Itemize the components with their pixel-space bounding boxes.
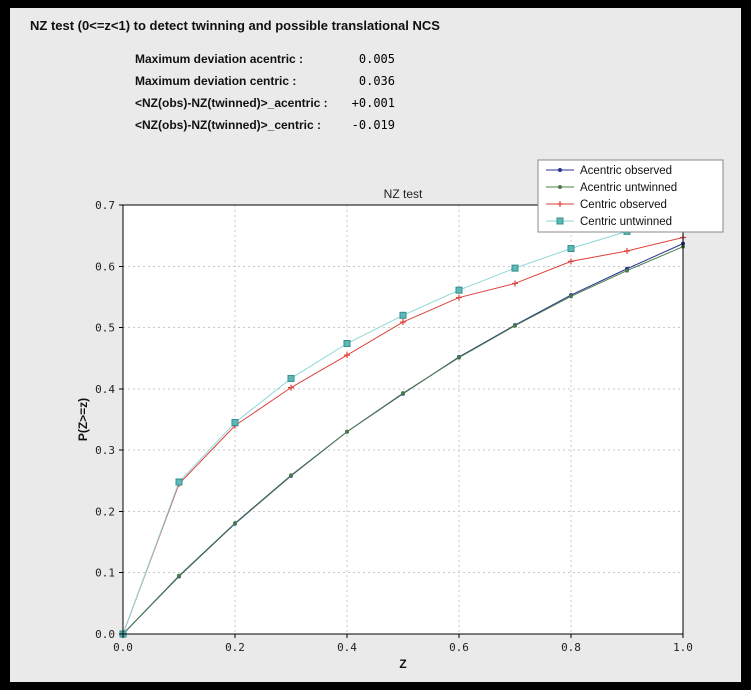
x-tick-label: 0.0 (113, 641, 133, 654)
stat-value: +0.001 (351, 96, 395, 110)
x-tick-label: 0.4 (337, 641, 357, 654)
chart-title: NZ test (384, 187, 423, 201)
legend-label: Centric untwinned (580, 216, 672, 228)
stat-label: Maximum deviation acentric : (135, 52, 304, 66)
y-tick-label: 0.7 (95, 199, 115, 212)
y-tick-label: 0.5 (95, 322, 115, 335)
stat-value: 0.005 (358, 52, 395, 66)
stat-label: <NZ(obs)-NZ(twinned)>_acentric : (135, 96, 328, 110)
legend-label: Acentric observed (580, 165, 672, 177)
legend-entry: Acentric observed (546, 165, 672, 177)
legend-label: Acentric untwinned (580, 182, 677, 194)
plot-area (123, 205, 683, 634)
stats-block: Maximum deviation acentric : 0.005 Maxim… (135, 52, 395, 140)
legend-box (537, 159, 724, 233)
y-tick-label: 0.0 (95, 628, 115, 641)
stat-value: 0.036 (358, 74, 395, 88)
stat-label: <NZ(obs)-NZ(twinned)>_centric : (135, 118, 322, 132)
x-tick-label: 0.2 (225, 641, 245, 654)
legend-entry: Centric observed (546, 199, 667, 211)
y-tick-label: 0.4 (95, 383, 115, 396)
legend-entry: Centric untwinned (546, 216, 672, 228)
legend-entry: Acentric untwinned (546, 182, 677, 194)
stat-row: <NZ(obs)-NZ(twinned)>_centric : -0.019 (135, 118, 395, 140)
legend: Acentric observed Acentric untwinned Centr… (537, 159, 724, 233)
y-tick-label: 0.1 (95, 567, 115, 580)
x-tick-label: 0.8 (561, 641, 581, 654)
y-axis-label: P(Z>=z) (76, 398, 90, 441)
stat-row: Maximum deviation acentric : 0.005 (135, 52, 395, 74)
nz-test-chart: 0.0 0.2 0.4 0.6 0.8 1.0 0.0 0.1 0.2 0.3 0.4 0.5 0.6 0… (76, 159, 724, 671)
x-tick-label: 1.0 (673, 641, 693, 654)
panel: NZ test (0<=z<1) to detect twinning and … (10, 8, 741, 682)
page-title: NZ test (0<=z<1) to detect twinning and … (30, 18, 440, 33)
series-1 (121, 244, 685, 636)
y-tick-label: 0.6 (95, 260, 115, 273)
y-tick-label: 0.2 (95, 505, 115, 518)
axes: 0.0 0.2 0.4 0.6 0.8 1.0 0.0 0.1 0.2 0.3 0.4 0.5 0.6 0… (95, 199, 693, 654)
legend-label: Centric observed (580, 199, 667, 211)
x-axis-label: Z (399, 657, 406, 671)
stat-label: Maximum deviation centric : (135, 74, 297, 88)
stat-row: <NZ(obs)-NZ(twinned)>_acentric : +0.001 (135, 96, 395, 118)
stat-value: -0.019 (351, 118, 395, 132)
x-tick-label: 0.6 (449, 641, 469, 654)
plot-frame (122, 204, 684, 635)
stat-row: Maximum deviation centric : 0.036 (135, 74, 395, 96)
y-tick-label: 0.3 (95, 444, 115, 457)
